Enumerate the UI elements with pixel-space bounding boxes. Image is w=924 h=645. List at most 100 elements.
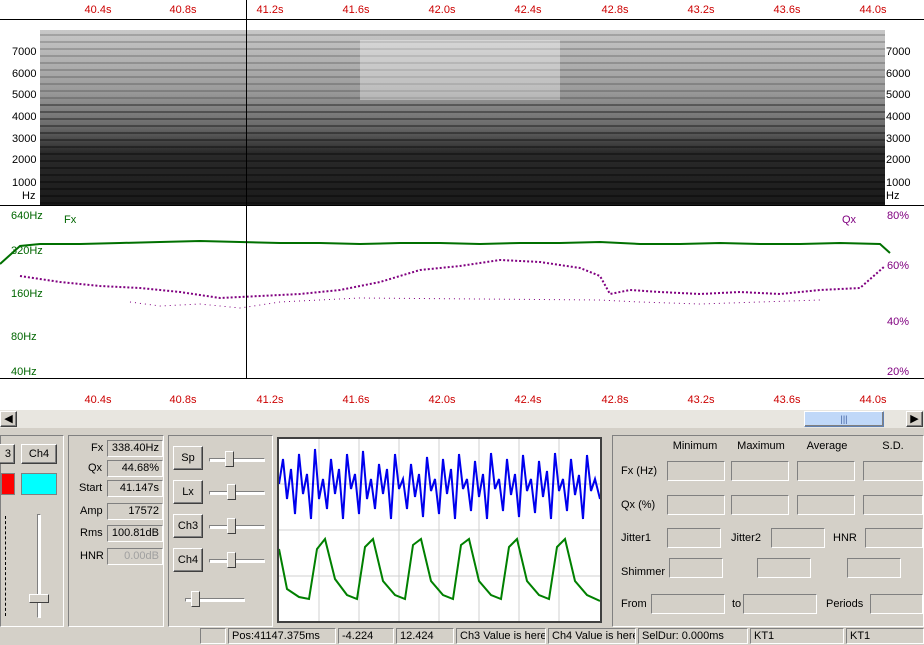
freq-label: 3000 (12, 133, 37, 145)
ch3-gain-slider[interactable] (227, 518, 236, 534)
master-gain-slider[interactable] (191, 591, 200, 607)
status-position: Pos:41147.375ms (228, 628, 336, 644)
to-field (743, 594, 817, 614)
rms-readout-value: 100.81dB (107, 525, 163, 542)
horizontal-scrollbar[interactable]: ◀ ||| ▶ (0, 410, 924, 428)
speech-waveform (279, 448, 600, 520)
sp-gain-track (209, 458, 265, 462)
shimmer-field (669, 558, 723, 578)
fx-scale-label: 320Hz (11, 245, 43, 257)
periods-label: Periods (826, 598, 864, 610)
ch4-button[interactable]: Ch4 (21, 444, 57, 464)
from-label: From (621, 598, 647, 610)
waveform-plot (279, 439, 600, 621)
freq-label: 1000 (886, 177, 911, 189)
status-kt1-a: KT1 (750, 628, 844, 644)
lx-gain-button[interactable]: Lx (173, 480, 203, 504)
status-kt1-b: KT1 (846, 628, 924, 644)
time-tick: 43.2s (687, 394, 715, 406)
time-tick: 42.0s (428, 4, 456, 16)
measurements-panel: Fx 338.40Hz Qx 44.68% Start 41.147s Amp … (68, 435, 164, 627)
shimmer-label: Shimmer (621, 566, 666, 578)
sp-gain-slider[interactable] (225, 451, 234, 467)
ch4-gain-slider[interactable] (227, 552, 236, 568)
channel-panel: 3 Ch4 (0, 435, 64, 627)
time-tick: 41.6s (342, 394, 370, 406)
bottom-time-axis: 40.4s 40.8s 41.2s 41.6s 42.0s 42.4s 42.8… (0, 378, 924, 410)
waveform-display[interactable] (277, 437, 602, 623)
freq-unit: Hz (886, 190, 900, 202)
fx-avg-field (797, 461, 855, 481)
lx-gain-slider[interactable] (227, 484, 236, 500)
to-label: to (732, 598, 742, 610)
spectrogram-image (40, 30, 885, 205)
shimmer-field-3 (847, 558, 901, 578)
ch4-color-swatch[interactable] (21, 473, 57, 495)
ch4-gain-button[interactable]: Ch4 (173, 548, 203, 572)
jitter1-field (667, 528, 721, 548)
freq-label: 1000 (12, 177, 37, 189)
channel-level-slider[interactable] (29, 594, 49, 603)
freq-label: 4000 (886, 111, 911, 123)
jitter2-label: Jitter2 (731, 532, 761, 544)
ch3-color-swatch[interactable] (1, 473, 15, 495)
spectrogram-panel[interactable]: 7000 6000 5000 4000 3000 2000 1000 Hz 70… (0, 20, 924, 205)
scroll-right-button[interactable]: ▶ (906, 411, 923, 427)
laryngograph-waveform (279, 536, 600, 602)
scroll-thumb[interactable]: ||| (804, 411, 884, 427)
freq-label: 5000 (12, 89, 37, 101)
status-value-1: -4.224 (338, 628, 394, 644)
ch3-gain-button[interactable]: Ch3 (173, 514, 203, 538)
freq-label: 6000 (886, 68, 911, 80)
time-tick: 43.2s (687, 4, 715, 16)
time-tick: 42.4s (514, 394, 542, 406)
rms-readout-label: Rms (80, 527, 103, 539)
time-tick: 42.8s (601, 394, 629, 406)
sp-gain-button[interactable]: Sp (173, 446, 203, 470)
ch3-gain-track (209, 525, 265, 529)
grip-icon: ||| (840, 414, 848, 424)
lx-gain-track (209, 491, 265, 495)
from-field (651, 594, 725, 614)
time-cursor[interactable] (246, 0, 247, 410)
fx-min-field (667, 461, 725, 481)
hnr-readout-label: HNR (80, 550, 104, 562)
freq-label: 2000 (886, 154, 911, 166)
scroll-left-button[interactable]: ◀ (0, 411, 17, 427)
qx-readout-value: 44.68% (107, 460, 163, 477)
stat-header: Minimum (672, 440, 718, 452)
fx-contour (0, 239, 891, 265)
status-ch4: Ch4 Value is here (548, 628, 636, 644)
freq-label: 7000 (12, 46, 37, 58)
qx-scale-label: 20% (887, 366, 910, 378)
time-tick: 40.8s (169, 4, 197, 16)
qx-scale-label: 60% (887, 260, 910, 272)
start-readout-label: Start (79, 482, 103, 494)
periods-field (870, 594, 923, 614)
time-tick: 40.4s (84, 4, 112, 16)
fx-readout-value: 338.40Hz (107, 440, 163, 457)
status-spacer (200, 628, 226, 644)
qx-series-label: Qx (842, 214, 857, 226)
fx-series-label: Fx (64, 214, 77, 226)
qx-scale-label: 80% (887, 210, 910, 222)
master-gain-track (185, 598, 245, 602)
start-readout-value: 41.147s (107, 480, 163, 497)
stat-header: S.D. (882, 440, 904, 452)
hnr-stat-label: HNR (833, 532, 857, 544)
qx-sd-field (863, 495, 923, 515)
fx-qx-trace-panel[interactable]: Fx Qx 640Hz 320Hz 160Hz 80Hz 40Hz 80% 60… (0, 205, 924, 378)
arrow-left-icon: ◀ (4, 413, 13, 425)
statistics-panel: Minimum Maximum Average S.D. Fx (Hz) Qx … (612, 435, 924, 627)
time-tick: 43.6s (773, 4, 801, 16)
fx-scale-label: 160Hz (11, 288, 43, 300)
channel-level-track (37, 514, 41, 618)
ch3-button[interactable]: 3 (0, 444, 15, 464)
status-value-2: 12.424 (396, 628, 454, 644)
jitter2-field (771, 528, 825, 548)
time-tick: 40.8s (169, 394, 197, 406)
time-tick: 42.8s (601, 4, 629, 16)
qx-max-field (731, 495, 789, 515)
freq-label: 4000 (12, 111, 37, 123)
qx-stat-label: Qx (%) (621, 499, 656, 511)
